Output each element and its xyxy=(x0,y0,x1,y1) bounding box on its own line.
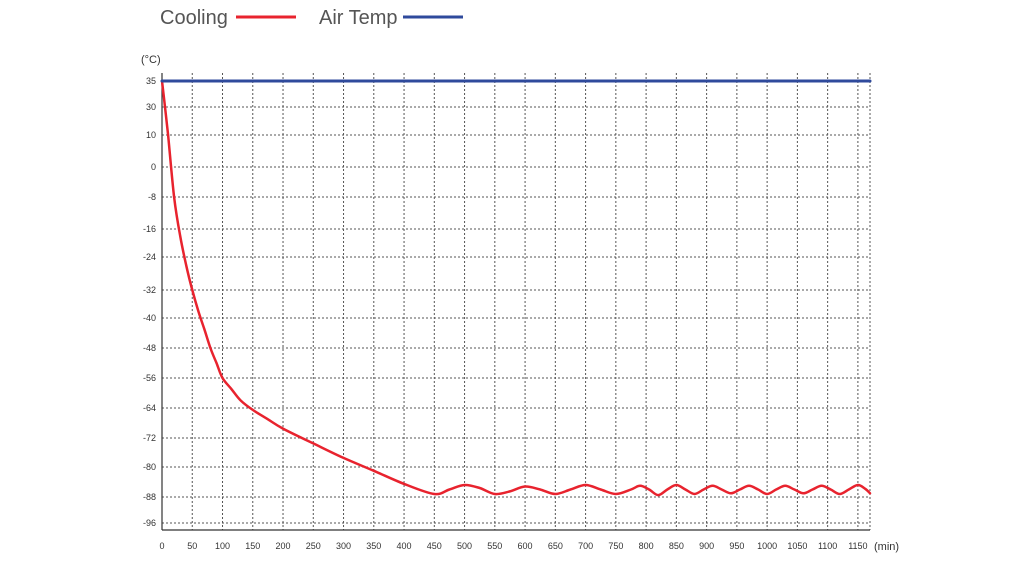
x-tick-label: 500 xyxy=(457,541,472,551)
x-tick-labels: 0 50 100 150 200 250 300 350 400 450 500 550 600 650 7… xyxy=(159,541,867,551)
legend-label-cooling: Cooling xyxy=(160,7,228,29)
x-tick-label: 200 xyxy=(276,541,291,551)
y-tick-label: -40 xyxy=(143,313,156,323)
y-tick-labels: 35 30 10 0 -8 -16 -24 -32 -40 -48 -56 -64 -72 -80 -88 -… xyxy=(143,76,156,528)
x-tick-label: 50 xyxy=(187,541,197,551)
x-tick-label: 550 xyxy=(487,541,502,551)
x-tick-label: 800 xyxy=(639,541,654,551)
x-tick-label: 100 xyxy=(215,541,230,551)
y-tick-label: -48 xyxy=(143,343,156,353)
y-tick-label: -72 xyxy=(143,433,156,443)
x-tick-label: 950 xyxy=(729,541,744,551)
x-tick-label: 400 xyxy=(397,541,412,551)
x-tick-label: 1000 xyxy=(757,541,777,551)
x-tick-label: 600 xyxy=(518,541,533,551)
y-tick-label: 30 xyxy=(146,102,156,112)
x-tick-label: 900 xyxy=(699,541,714,551)
y-tick-label: 35 xyxy=(146,76,156,86)
x-tick-label: 300 xyxy=(336,541,351,551)
y-tick-label: 10 xyxy=(146,130,156,140)
x-tick-label: 750 xyxy=(608,541,623,551)
y-tick-label: 0 xyxy=(151,162,156,172)
y-tick-label: -80 xyxy=(143,462,156,472)
x-axis-unit: (min) xyxy=(874,541,899,553)
series-line-cooling xyxy=(160,79,872,497)
x-tick-label: 1150 xyxy=(848,541,867,551)
x-tick-label: 250 xyxy=(306,541,321,551)
y-tick-label: -56 xyxy=(143,373,156,383)
x-tick-label: 650 xyxy=(548,541,563,551)
y-tick-label: -88 xyxy=(143,492,156,502)
y-tick-label: -16 xyxy=(143,224,156,234)
axes xyxy=(161,73,870,531)
legend: Cooling Air Temp xyxy=(160,7,463,29)
x-tick-label: 700 xyxy=(578,541,593,551)
x-tick-label: 350 xyxy=(366,541,381,551)
y-tick-label: -32 xyxy=(143,285,156,295)
x-tick-label: 150 xyxy=(245,541,260,551)
legend-label-air-temp: Air Temp xyxy=(319,7,398,29)
x-tick-label: 450 xyxy=(427,541,442,551)
grid xyxy=(162,73,871,530)
y-tick-label: -64 xyxy=(143,403,156,413)
y-tick-label: -8 xyxy=(148,192,156,202)
y-tick-label: -24 xyxy=(143,252,156,262)
y-axis-unit: (°C) xyxy=(141,54,161,66)
x-tick-label: 850 xyxy=(669,541,684,551)
x-tick-label: 1050 xyxy=(787,541,807,551)
series-group xyxy=(160,79,872,497)
x-tick-label: 1100 xyxy=(818,541,837,551)
y-tick-label: -96 xyxy=(143,518,156,528)
x-tick-label: 0 xyxy=(159,541,164,551)
